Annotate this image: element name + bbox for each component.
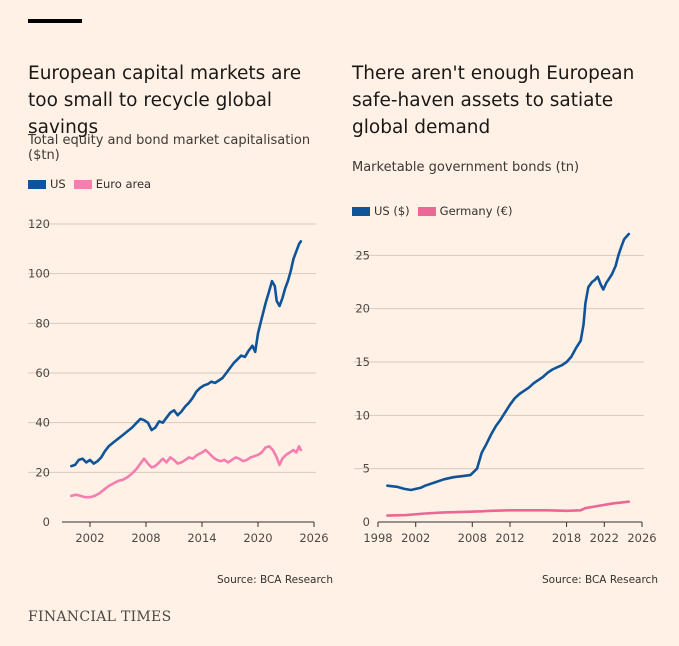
c1-y-tick-label-25: 25 xyxy=(355,248,370,262)
legend-label-germany: Germany (€) xyxy=(439,204,513,218)
c1-x-tick-label-2002: 2002 xyxy=(401,531,430,545)
c1-x-tick-label-2026: 2026 xyxy=(627,531,656,545)
legend-item-germany: Germany (€) xyxy=(417,204,513,218)
legend-swatch-germany xyxy=(417,206,436,216)
c0-x-tick-label-2020: 2020 xyxy=(243,531,272,545)
legend-item-us-dollar: US ($) xyxy=(352,204,410,218)
legend-swatch-us-dollar xyxy=(352,206,370,216)
legend-label-euro-area: Euro area xyxy=(95,177,152,191)
c1-x-tick-label-2022: 2022 xyxy=(590,531,619,545)
legend-label-us: US xyxy=(50,177,66,191)
left-chart-title: European capital markets are too small t… xyxy=(28,63,302,138)
legend-swatch-us xyxy=(28,179,46,189)
c0-y-tick-label-100: 100 xyxy=(28,267,50,281)
right-chart-subtitle: Marketable government bonds (tn) xyxy=(352,160,580,175)
c0-y-tick-label-20: 20 xyxy=(35,465,50,479)
c0-x-tick-label-2002: 2002 xyxy=(75,531,104,545)
c0-series-line-euro-area xyxy=(70,445,303,499)
legend-item-us: US xyxy=(28,177,66,191)
c1-series-line-germany xyxy=(386,500,631,517)
c0-y-tick-label-40: 40 xyxy=(35,416,50,430)
c0-x-tick-label-2008: 2008 xyxy=(131,531,160,545)
c0-y-tick-label-0: 0 xyxy=(43,515,50,529)
brand-top-bar xyxy=(28,19,82,23)
c1-y-tick-label-15: 15 xyxy=(355,355,370,369)
c0-y-tick-label-60: 60 xyxy=(35,366,50,380)
c1-x-tick-label-2008: 2008 xyxy=(458,531,487,545)
right-chart-source: Source: BCA Research xyxy=(542,574,658,586)
c0-x-tick-label-2014: 2014 xyxy=(187,531,216,545)
legend-item-euro-area: Euro area xyxy=(73,177,152,191)
right-chart-legend: US ($) Germany (€) xyxy=(352,204,520,218)
left-chart-subtitle: Total equity and bond market capitalisat… xyxy=(28,133,311,163)
c0-x-tick-label-2026: 2026 xyxy=(299,531,328,545)
c0-y-tick-label-120: 120 xyxy=(28,217,50,231)
c0-series-line-us xyxy=(70,240,303,468)
c1-x-tick-label-2018: 2018 xyxy=(552,531,581,545)
ft-logo: FINANCIAL TIMES xyxy=(28,609,172,625)
c0-y-tick-label-80: 80 xyxy=(35,316,50,330)
left-chart-source: Source: BCA Research xyxy=(217,574,333,586)
legend-label-us-dollar: US ($) xyxy=(374,204,410,218)
left-chart-legend: US Euro area xyxy=(28,177,159,191)
c1-series-line-us xyxy=(386,232,631,492)
c1-y-tick-label-5: 5 xyxy=(363,462,370,476)
right-chart-title: There aren't enough European safe-haven … xyxy=(352,63,635,138)
legend-swatch-euro-area xyxy=(73,179,92,189)
c1-y-tick-label-20: 20 xyxy=(355,302,370,316)
c1-x-tick-label-2012: 2012 xyxy=(495,531,524,545)
c1-x-tick-label-1998: 1998 xyxy=(363,531,392,545)
c1-y-tick-label-0: 0 xyxy=(363,515,370,529)
c1-y-tick-label-10: 10 xyxy=(355,408,370,422)
